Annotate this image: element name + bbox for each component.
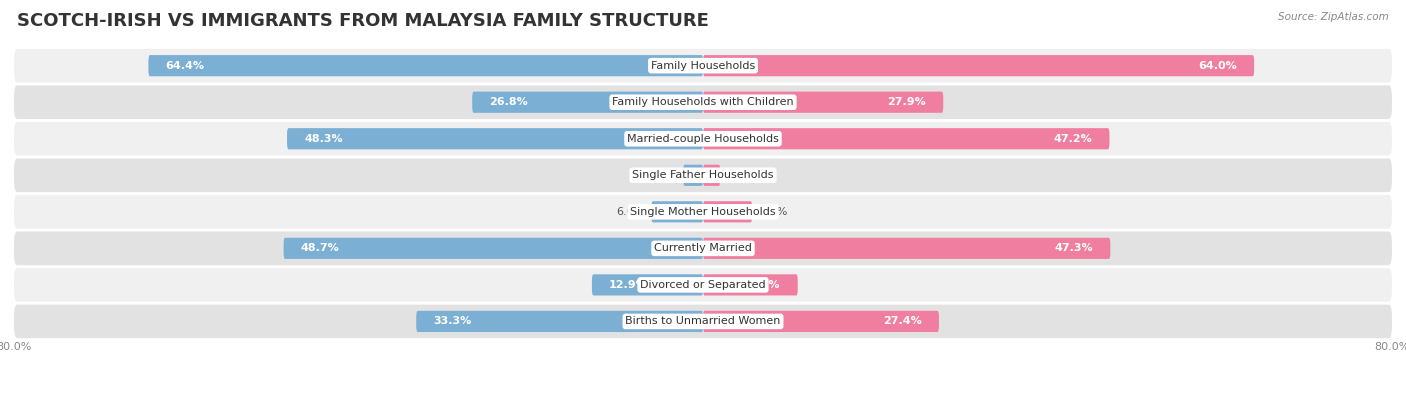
FancyBboxPatch shape: [651, 201, 703, 222]
FancyBboxPatch shape: [703, 274, 797, 295]
Text: SCOTCH-IRISH VS IMMIGRANTS FROM MALAYSIA FAMILY STRUCTURE: SCOTCH-IRISH VS IMMIGRANTS FROM MALAYSIA…: [17, 12, 709, 30]
FancyBboxPatch shape: [14, 85, 1392, 119]
FancyBboxPatch shape: [14, 122, 1392, 156]
Text: Married-couple Households: Married-couple Households: [627, 134, 779, 144]
Text: 64.4%: 64.4%: [166, 61, 205, 71]
Text: Family Households: Family Households: [651, 61, 755, 71]
FancyBboxPatch shape: [149, 55, 703, 76]
FancyBboxPatch shape: [416, 311, 703, 332]
Text: 2.3%: 2.3%: [648, 170, 676, 180]
FancyBboxPatch shape: [14, 49, 1392, 83]
FancyBboxPatch shape: [592, 274, 703, 295]
Text: 64.0%: 64.0%: [1198, 61, 1237, 71]
FancyBboxPatch shape: [14, 305, 1392, 338]
FancyBboxPatch shape: [683, 165, 703, 186]
FancyBboxPatch shape: [703, 55, 1254, 76]
Text: 48.3%: 48.3%: [304, 134, 343, 144]
Legend: Scotch-Irish, Immigrants from Malaysia: Scotch-Irish, Immigrants from Malaysia: [557, 393, 849, 395]
FancyBboxPatch shape: [14, 158, 1392, 192]
Text: 47.3%: 47.3%: [1054, 243, 1092, 253]
FancyBboxPatch shape: [14, 195, 1392, 229]
Text: 6.0%: 6.0%: [616, 207, 644, 217]
Text: 33.3%: 33.3%: [433, 316, 471, 326]
Text: 11.0%: 11.0%: [742, 280, 780, 290]
FancyBboxPatch shape: [284, 238, 703, 259]
Text: Family Households with Children: Family Households with Children: [612, 97, 794, 107]
FancyBboxPatch shape: [287, 128, 703, 149]
FancyBboxPatch shape: [703, 128, 1109, 149]
FancyBboxPatch shape: [703, 92, 943, 113]
FancyBboxPatch shape: [703, 201, 752, 222]
Text: 5.7%: 5.7%: [759, 207, 787, 217]
Text: Single Father Households: Single Father Households: [633, 170, 773, 180]
FancyBboxPatch shape: [14, 231, 1392, 265]
Text: 47.2%: 47.2%: [1053, 134, 1092, 144]
Text: Single Mother Households: Single Mother Households: [630, 207, 776, 217]
Text: 27.9%: 27.9%: [887, 97, 927, 107]
FancyBboxPatch shape: [703, 311, 939, 332]
FancyBboxPatch shape: [472, 92, 703, 113]
Text: Births to Unmarried Women: Births to Unmarried Women: [626, 316, 780, 326]
Text: Divorced or Separated: Divorced or Separated: [640, 280, 766, 290]
Text: Source: ZipAtlas.com: Source: ZipAtlas.com: [1278, 12, 1389, 22]
Text: 48.7%: 48.7%: [301, 243, 340, 253]
Text: 26.8%: 26.8%: [489, 97, 529, 107]
FancyBboxPatch shape: [703, 238, 1111, 259]
Text: 12.9%: 12.9%: [609, 280, 648, 290]
Text: Currently Married: Currently Married: [654, 243, 752, 253]
FancyBboxPatch shape: [14, 268, 1392, 302]
Text: 2.0%: 2.0%: [727, 170, 755, 180]
Text: 27.4%: 27.4%: [883, 316, 922, 326]
FancyBboxPatch shape: [703, 165, 720, 186]
